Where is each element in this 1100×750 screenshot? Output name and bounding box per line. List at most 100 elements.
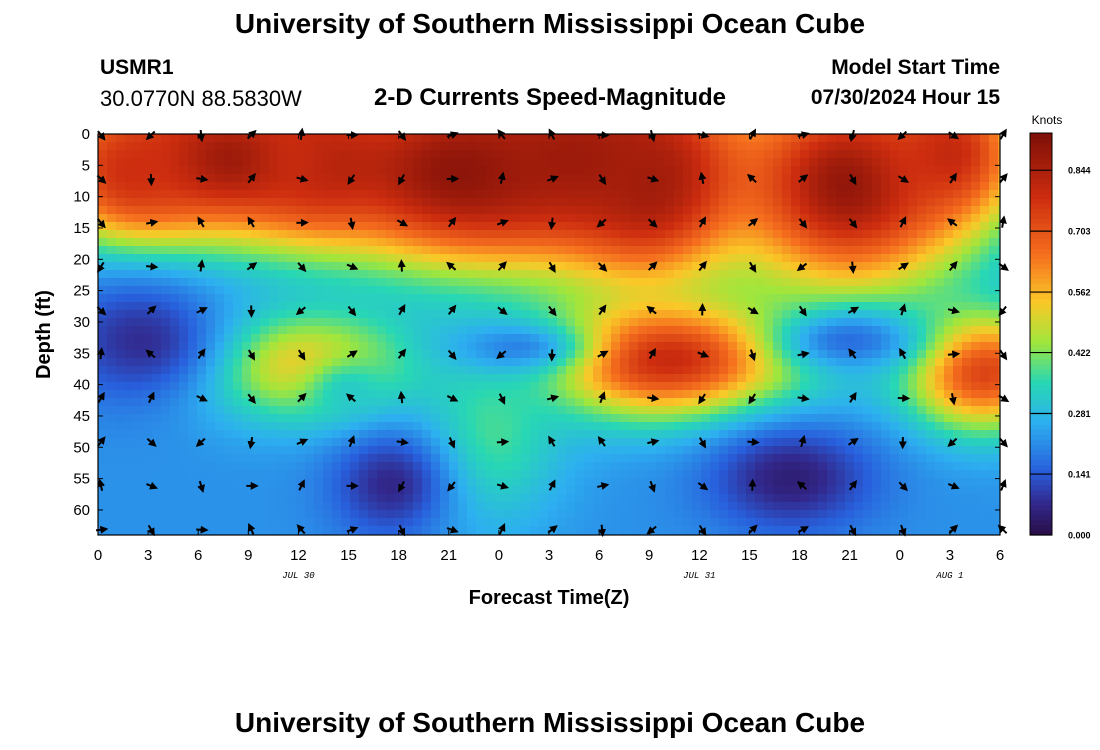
heatmap-cell (242, 158, 252, 167)
heatmap-cell (665, 350, 675, 359)
heatmap-cell (521, 206, 531, 215)
heatmap-cell (674, 190, 684, 199)
heatmap-cell (116, 526, 126, 535)
heatmap-cell (503, 294, 513, 303)
heatmap-cell (854, 414, 864, 423)
heatmap-cell (170, 302, 180, 311)
heatmap-cell (791, 454, 801, 463)
heatmap-cell (773, 414, 783, 423)
heatmap-cell (908, 398, 918, 407)
heatmap-cell (395, 206, 405, 215)
heatmap-cell (170, 430, 180, 439)
heatmap-cell (440, 286, 450, 295)
heatmap-cell (683, 502, 693, 511)
heatmap-cell (998, 270, 1000, 279)
heatmap-cell (827, 214, 837, 223)
heatmap-cell (251, 406, 261, 415)
heatmap-cell (935, 366, 945, 375)
heatmap-cell (530, 270, 540, 279)
heatmap-cell (305, 406, 315, 415)
heatmap-cell (359, 134, 369, 143)
heatmap-cell (962, 350, 972, 359)
heatmap-cell (620, 510, 630, 519)
heatmap-cell (341, 406, 351, 415)
heatmap-cell (161, 246, 171, 255)
heatmap-cell (656, 470, 666, 479)
heatmap-cell (881, 486, 891, 495)
heatmap-cell (728, 406, 738, 415)
heatmap-cell (629, 374, 639, 383)
heatmap-cell (953, 318, 963, 327)
heatmap-cell (809, 502, 819, 511)
heatmap-cell (323, 486, 333, 495)
heatmap-cell (494, 326, 504, 335)
heatmap-cell (575, 390, 585, 399)
heatmap-cell (647, 518, 657, 527)
heatmap-cell (107, 286, 117, 295)
heatmap-cell (314, 518, 324, 527)
heatmap-cell (683, 246, 693, 255)
heatmap-cell (674, 214, 684, 223)
heatmap-cell (647, 374, 657, 383)
heatmap-cell (332, 374, 342, 383)
heatmap-cell (665, 406, 675, 415)
heatmap-cell (683, 414, 693, 423)
heatmap-cell (908, 446, 918, 455)
heatmap-cell (107, 414, 117, 423)
heatmap-cell (728, 390, 738, 399)
heatmap-cell (287, 198, 297, 207)
heatmap-cell (692, 390, 702, 399)
heatmap-cell (881, 390, 891, 399)
heatmap-cell (422, 158, 432, 167)
heatmap-cell (260, 478, 270, 487)
heatmap-cell (683, 326, 693, 335)
heatmap-cell (377, 214, 387, 223)
heatmap-cell (440, 142, 450, 151)
heatmap-cell (152, 358, 162, 367)
heatmap-cell (512, 454, 522, 463)
heatmap-cell (674, 406, 684, 415)
heatmap-cell (134, 230, 144, 239)
heatmap-cell (629, 254, 639, 263)
heatmap-cell (611, 158, 621, 167)
heatmap-cell (809, 414, 819, 423)
heatmap-cell (134, 342, 144, 351)
heatmap-cell (188, 310, 198, 319)
heatmap-cell (971, 430, 981, 439)
heatmap-cell (827, 270, 837, 279)
heatmap-cell (134, 350, 144, 359)
heatmap-cell (773, 454, 783, 463)
heatmap-cell (782, 246, 792, 255)
heatmap-cell (197, 270, 207, 279)
heatmap-cell (809, 342, 819, 351)
heatmap-cell (269, 278, 279, 287)
heatmap-cell (251, 486, 261, 495)
heatmap-cell (260, 526, 270, 535)
heatmap-cell (746, 206, 756, 215)
heatmap-cell (395, 454, 405, 463)
heatmap-cell (638, 374, 648, 383)
heatmap-cell (350, 246, 360, 255)
heatmap-cell (683, 390, 693, 399)
heatmap-cell (188, 422, 198, 431)
heatmap-cell (224, 270, 234, 279)
heatmap-cell (566, 182, 576, 191)
heatmap-cell (620, 422, 630, 431)
heatmap-cell (620, 294, 630, 303)
heatmap-cell (773, 310, 783, 319)
heatmap-cell (791, 214, 801, 223)
heatmap-cell (818, 230, 828, 239)
heatmap-cell (611, 414, 621, 423)
heatmap-cell (134, 366, 144, 375)
heatmap-cell (485, 326, 495, 335)
heatmap-cell (386, 286, 396, 295)
heatmap-cell (899, 222, 909, 231)
heatmap-cell (926, 478, 936, 487)
heatmap-cell (107, 390, 117, 399)
heatmap-cell (917, 390, 927, 399)
heatmap-cell (107, 214, 117, 223)
heatmap-cell (440, 182, 450, 191)
heatmap-cell (962, 406, 972, 415)
heatmap-cell (998, 462, 1000, 471)
heatmap-cell (809, 238, 819, 247)
